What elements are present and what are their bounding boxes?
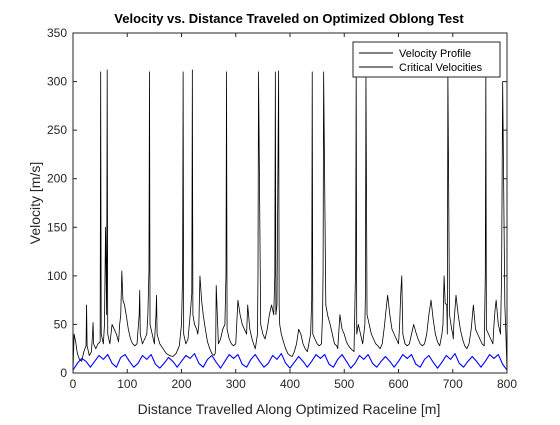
legend-label-critical-velocities: Critical Velocities [399, 62, 483, 74]
x-tick-label: 400 [280, 377, 300, 391]
x-axis-label: Distance Travelled Along Optimized Racel… [138, 401, 441, 417]
y-tick-label: 250 [47, 123, 67, 137]
chart-title: Velocity vs. Distance Traveled on Optimi… [114, 11, 464, 26]
y-tick-label: 150 [47, 220, 67, 234]
y-tick-label: 200 [47, 172, 67, 186]
x-tick-label: 100 [117, 377, 137, 391]
x-tick-label: 300 [226, 377, 246, 391]
y-tick-label: 0 [60, 366, 67, 380]
legend: Velocity Profile Critical Velocities [352, 41, 501, 78]
legend-label-velocity-profile: Velocity Profile [399, 48, 471, 60]
x-tick-label: 200 [171, 377, 191, 391]
x-tick-label: 600 [388, 377, 408, 391]
series-line-velocity-profile [72, 69, 508, 374]
x-tick-label: 800 [497, 377, 517, 391]
y-axis-label: Velocity [m/s] [27, 162, 43, 244]
axes-layer: 0 100 200 300 400 500 600 700 800 0 50 100 150 200 250… [47, 26, 517, 391]
y-tick-label: 350 [47, 26, 67, 40]
x-tick-label: 0 [70, 377, 77, 391]
legend-box [352, 41, 501, 78]
plot-area [73, 33, 507, 373]
series-layer [72, 69, 508, 374]
y-tick-label: 300 [47, 75, 67, 89]
y-tick-label: 50 [54, 317, 68, 331]
series-line-critical-velocities [72, 353, 508, 371]
x-tick-label: 700 [443, 377, 463, 391]
y-tick-label: 100 [47, 269, 67, 283]
x-tick-label: 500 [334, 377, 354, 391]
